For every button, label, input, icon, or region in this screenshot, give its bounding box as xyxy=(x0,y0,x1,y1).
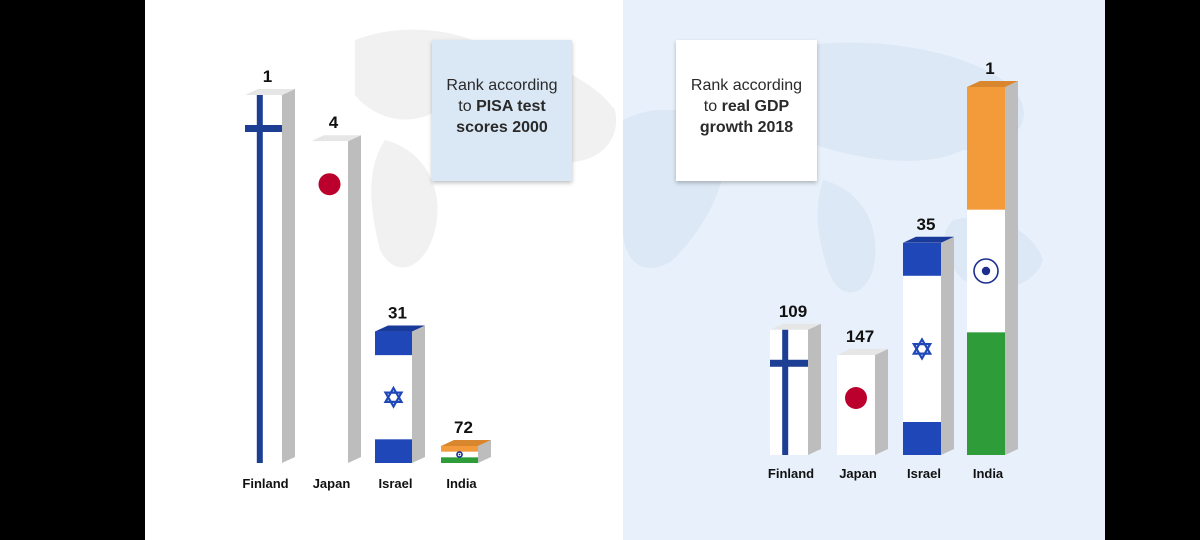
value-label-pisa-finland: 1 xyxy=(263,67,272,86)
chart-title-pisa-line2-bold: PISA test xyxy=(476,98,546,115)
chart-title-pisa-line2: to PISA test xyxy=(432,96,572,117)
value-label-gdp-india: 1 xyxy=(985,59,994,78)
value-label-pisa-israel: 31 xyxy=(388,303,407,322)
bar-gdp-india xyxy=(967,81,1018,455)
category-label-gdp-japan: Japan xyxy=(839,466,877,481)
chart-title-pisa-line3: scores 2000 xyxy=(456,119,548,136)
category-label-gdp-finland: Finland xyxy=(768,466,814,481)
chart-title-pisa-line1: Rank according xyxy=(446,77,558,94)
category-label-gdp-israel: Israel xyxy=(907,466,941,481)
chart-title-gdp: Rank according to real GDP growth 2018 xyxy=(676,40,817,181)
category-label-pisa-japan: Japan xyxy=(313,476,351,491)
bar-pisa-japan xyxy=(311,135,361,463)
chart-title-pisa: Rank according to PISA test scores 2000 xyxy=(432,40,572,181)
bar-charts: 1 Finland 4 Japan 31 Israel 72 India 109 Finland 1… xyxy=(242,59,1018,491)
category-label-pisa-israel: Israel xyxy=(379,476,413,491)
value-label-pisa-japan: 4 xyxy=(329,113,339,132)
chart-title-pisa-line2-prefix: to xyxy=(458,98,477,115)
chart-title-gdp-line1: Rank according xyxy=(690,77,803,94)
bar-gdp-finland xyxy=(770,323,821,455)
category-label-pisa-finland: Finland xyxy=(242,476,288,491)
bar-pisa-finland xyxy=(245,89,295,463)
bar-pisa-israel xyxy=(375,325,425,463)
category-label-pisa-india: India xyxy=(446,476,477,491)
slide: Rank according to PISA test scores 2000 … xyxy=(145,0,1105,540)
value-label-gdp-finland: 109 xyxy=(779,302,807,321)
value-label-gdp-japan: 147 xyxy=(846,327,874,346)
bar-pisa-india xyxy=(441,440,491,463)
value-label-gdp-israel: 35 xyxy=(917,215,936,234)
chart-title-gdp-line2-prefix: to xyxy=(703,98,722,115)
chart-title-gdp-line2-bold: real GDP xyxy=(721,98,790,115)
chart-title-gdp-line2: to real GDP xyxy=(676,96,817,117)
category-label-gdp-india: India xyxy=(973,466,1004,481)
bar-gdp-japan xyxy=(837,349,888,455)
chart-title-gdp-line3: growth 2018 xyxy=(699,119,794,136)
bar-gdp-israel xyxy=(903,236,954,455)
value-label-pisa-india: 72 xyxy=(454,418,473,437)
